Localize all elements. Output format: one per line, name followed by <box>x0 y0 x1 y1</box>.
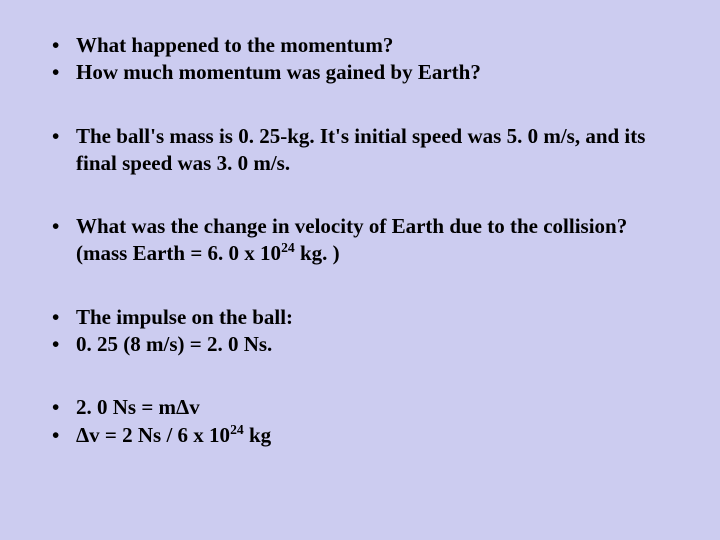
text-pre: What was the change in velocity of Earth… <box>76 214 627 265</box>
bullet-group-2: The ball's mass is 0. 25-kg. It's initia… <box>48 123 672 178</box>
bullet-item: The ball's mass is 0. 25-kg. It's initia… <box>48 123 672 178</box>
bullet-item: 0. 25 (8 m/s) = 2. 0 Ns. <box>48 331 672 358</box>
bullet-group-3: What was the change in velocity of Earth… <box>48 213 672 268</box>
bullet-group-5: 2. 0 Ns = mΔv Δv = 2 Ns / 6 x 1024 kg <box>48 394 672 449</box>
bullet-item: 2. 0 Ns = mΔv <box>48 394 672 421</box>
text-post: kg. ) <box>295 241 340 265</box>
superscript: 24 <box>281 240 295 255</box>
bullet-item: What was the change in velocity of Earth… <box>48 213 672 268</box>
superscript: 24 <box>230 422 244 437</box>
text-post: kg <box>244 423 271 447</box>
bullet-item: The impulse on the ball: <box>48 304 672 331</box>
bullet-group-1: What happened to the momentum? How much … <box>48 32 672 87</box>
bullet-group-4: The impulse on the ball: 0. 25 (8 m/s) =… <box>48 304 672 359</box>
bullet-item: How much momentum was gained by Earth? <box>48 59 672 86</box>
bullet-item: What happened to the momentum? <box>48 32 672 59</box>
bullet-item: Δv = 2 Ns / 6 x 1024 kg <box>48 422 672 449</box>
text-pre: Δv = 2 Ns / 6 x 10 <box>76 423 230 447</box>
